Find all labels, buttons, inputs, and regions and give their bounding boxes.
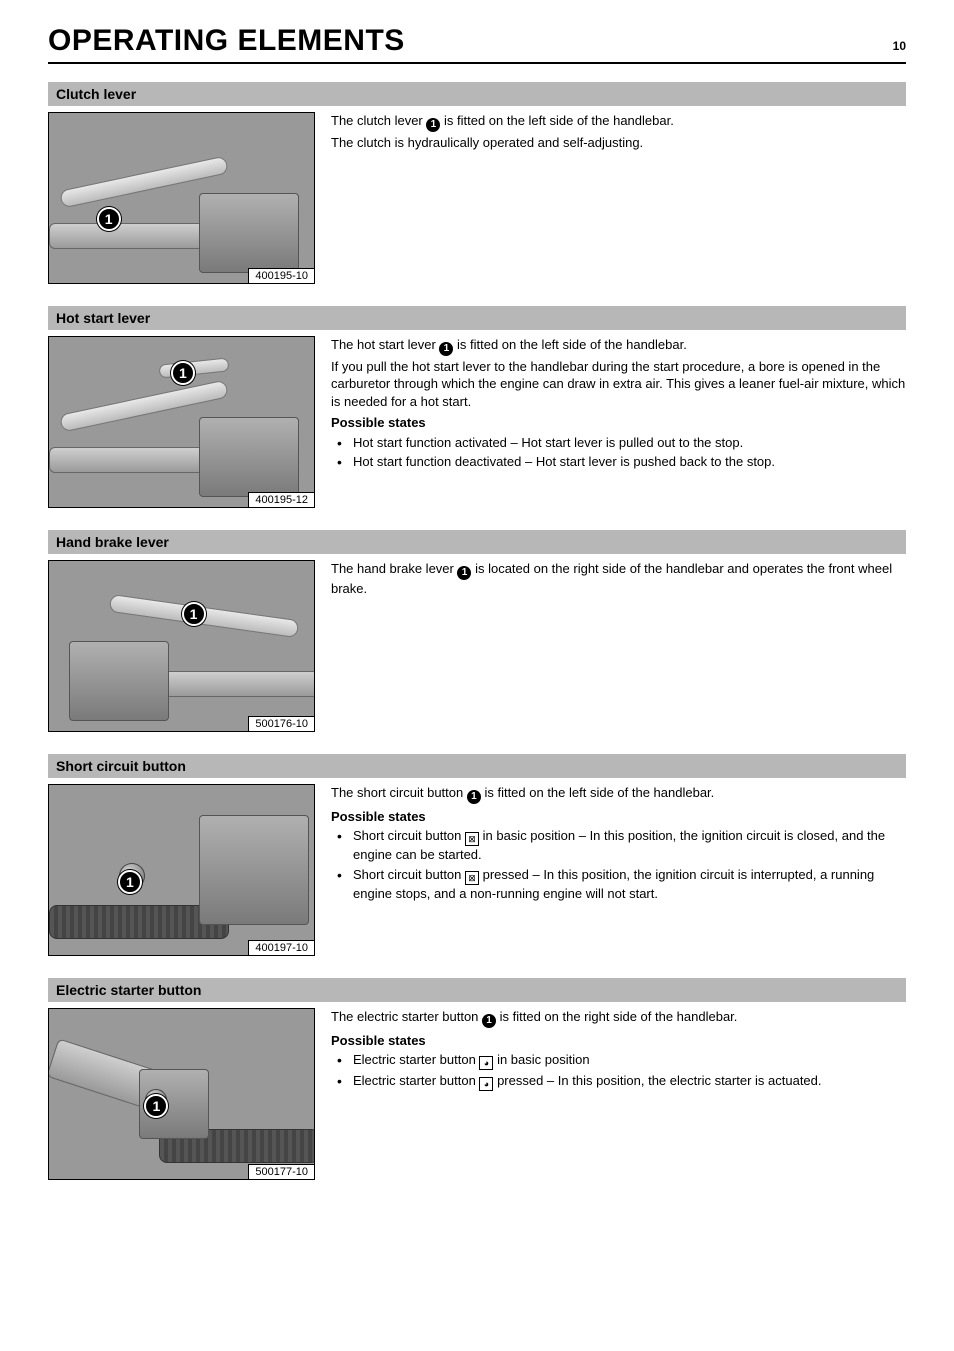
possible-states-heading: Possible states — [331, 1032, 906, 1050]
list-item: Electric starter button ◕ in basic posit… — [331, 1051, 906, 1070]
possible-states-list: Short circuit button ⊠ in basic position… — [331, 827, 906, 902]
symbol-circle-icon: ◕ — [479, 1077, 493, 1091]
figure-illustration: 1 — [49, 785, 314, 955]
page-header: OPERATING ELEMENTS 10 — [48, 24, 906, 64]
section-title: Hand brake lever — [48, 530, 906, 554]
section-description: The electric starter button 1 is fitted … — [331, 1008, 906, 1180]
callout-badge-icon: 1 — [118, 870, 142, 894]
figure-label: 400195-12 — [248, 492, 314, 507]
possible-states-list: Hot start function activated – Hot start… — [331, 434, 906, 471]
figure: 1500177-10 — [48, 1008, 315, 1180]
figure-label: 500176-10 — [248, 716, 314, 731]
list-item: Hot start function activated – Hot start… — [331, 434, 906, 452]
callout-badge-icon: 1 — [97, 207, 121, 231]
possible-states-list: Electric starter button ◕ in basic posit… — [331, 1051, 906, 1091]
section-title: Electric starter button — [48, 978, 906, 1002]
section-body: 1500177-10The electric starter button 1 … — [48, 1008, 906, 1180]
description-paragraph: The hand brake lever 1 is located on the… — [331, 560, 906, 597]
symbol-square-icon: ⊠ — [465, 832, 479, 846]
list-item: Short circuit button ⊠ in basic position… — [331, 827, 906, 864]
section-description: The hand brake lever 1 is located on the… — [331, 560, 906, 732]
page-number: 10 — [893, 39, 906, 53]
section-body: 1 400195-10 The clutch lever 1 is fitted o… — [48, 112, 906, 284]
reference-marker-1-icon: 1 — [482, 1014, 496, 1028]
section-body: 1 500176-10 The hand brake lever 1 is loca… — [48, 560, 906, 732]
reference-marker-1-icon: 1 — [439, 342, 453, 356]
section-description: The short circuit button 1 is fitted on … — [331, 784, 906, 956]
reference-marker-1-icon: 1 — [426, 118, 440, 132]
figure: 1 400197-10 — [48, 784, 315, 956]
description-paragraph: The clutch is hydraulically operated and… — [331, 134, 906, 152]
sections-container: Clutch lever 1 400195-10 The clutch lever 1… — [48, 82, 906, 1180]
list-item: Electric starter button ◕ pressed – In t… — [331, 1072, 906, 1091]
figure-label: 400197-10 — [248, 940, 314, 955]
description-paragraph: The electric starter button 1 is fitted … — [331, 1008, 906, 1028]
section-title: Hot start lever — [48, 306, 906, 330]
callout-badge-icon: 1 — [171, 361, 195, 385]
callout-badge-icon: 1 — [182, 602, 206, 626]
reference-marker-1-icon: 1 — [457, 566, 471, 580]
symbol-circle-icon: ◕ — [479, 1056, 493, 1070]
possible-states-heading: Possible states — [331, 808, 906, 826]
reference-marker-1-icon: 1 — [467, 790, 481, 804]
possible-states-heading: Possible states — [331, 414, 906, 432]
description-paragraph: If you pull the hot start lever to the h… — [331, 358, 906, 411]
figure-label: 500177-10 — [248, 1164, 314, 1179]
list-item: Short circuit button ⊠ pressed – In this… — [331, 866, 906, 903]
section-shortcircuit: Short circuit button 1 400197-10 The short … — [48, 754, 906, 956]
figure-illustration: 1 — [49, 337, 314, 507]
section-clutch: Clutch lever 1 400195-10 The clutch lever 1… — [48, 82, 906, 284]
section-hotstart: Hot start lever 1 400195-12 The hot start l… — [48, 306, 906, 508]
figure-label: 400195-10 — [248, 268, 314, 283]
figure-illustration: 1 — [49, 561, 314, 731]
section-description: The hot start lever 1 is fitted on the l… — [331, 336, 906, 508]
section-body: 1 400195-12 The hot start lever 1 is fitte… — [48, 336, 906, 508]
figure: 1 400195-10 — [48, 112, 315, 284]
description-paragraph: The hot start lever 1 is fitted on the l… — [331, 336, 906, 356]
list-item: Hot start function deactivated – Hot sta… — [331, 453, 906, 471]
section-title: Short circuit button — [48, 754, 906, 778]
page-title: OPERATING ELEMENTS — [48, 24, 405, 58]
section-body: 1 400197-10 The short circuit button 1 is … — [48, 784, 906, 956]
section-handbrake: Hand brake lever 1 500176-10 The hand brake… — [48, 530, 906, 732]
symbol-square-icon: ⊠ — [465, 871, 479, 885]
figure-illustration: 1 — [49, 113, 314, 283]
section-description: The clutch lever 1 is fitted on the left… — [331, 112, 906, 284]
page: OPERATING ELEMENTS 10 Clutch lever 1 40019… — [0, 0, 954, 1242]
section-electricstarter: Electric starter button1500177-10The ele… — [48, 978, 906, 1180]
description-paragraph: The clutch lever 1 is fitted on the left… — [331, 112, 906, 132]
figure: 1 500176-10 — [48, 560, 315, 732]
figure-illustration: 1 — [49, 1009, 314, 1179]
figure: 1 400195-12 — [48, 336, 315, 508]
section-title: Clutch lever — [48, 82, 906, 106]
description-paragraph: The short circuit button 1 is fitted on … — [331, 784, 906, 804]
